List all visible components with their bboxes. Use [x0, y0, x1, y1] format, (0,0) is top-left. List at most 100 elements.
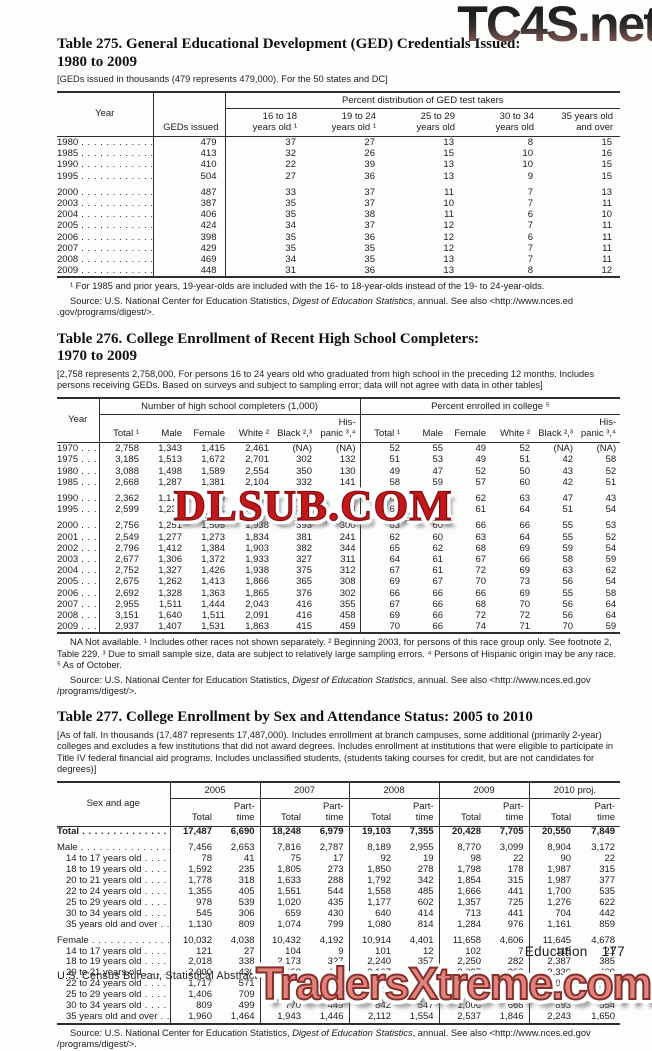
table-row: 25 to 29 years old . . . . . . . . . . .…	[57, 897, 620, 909]
cell: 1,161	[547, 919, 572, 930]
cell: 13	[601, 186, 613, 198]
cell: 8	[527, 265, 533, 277]
cell: 479	[153, 136, 226, 149]
col-header-sex-age: Sex and age	[57, 781, 171, 827]
cell: 344	[316, 542, 361, 554]
cell: 1,505	[201, 520, 225, 532]
cell: 7,705	[486, 826, 530, 839]
cell: 2,752	[115, 565, 139, 577]
row-label: 25 to 29 years old . . . . . . . . . . .…	[57, 990, 171, 1002]
cell: 39	[364, 159, 375, 171]
cell: 1,498	[158, 465, 182, 477]
table-row: 35 years old and over . . . . . . . . . …	[57, 919, 620, 931]
cell: 1,589	[201, 465, 225, 477]
watermark-dlsub: DLSUB.COM	[173, 483, 453, 530]
row-label: 1980 . . . . . . . . . . . . . . . . . .…	[57, 136, 154, 149]
cell: 315	[486, 876, 530, 887]
table277-note: [As of fall. In thousands (17,487 repres…	[57, 729, 614, 775]
cell: 57	[475, 476, 487, 488]
cell: 66	[432, 598, 444, 610]
cell: 61	[475, 504, 487, 516]
cell: 64	[605, 598, 617, 610]
cell: 11	[602, 198, 613, 210]
sub-header-parttime: Part- time	[217, 798, 261, 827]
cell: 73	[519, 576, 531, 588]
row-label: 22 to 24 years old . . . . . . . . . . .…	[57, 979, 171, 991]
cell: 2,668	[115, 476, 139, 488]
cell: 1,426	[201, 565, 225, 577]
row-label: 1995 . . . . . . . . . . . . . . . . . .…	[57, 504, 100, 516]
cell: 1,778	[188, 876, 212, 887]
cell: 1,413	[201, 576, 225, 588]
table-row: 22 to 24 years old . . . . . . . . . . .…	[57, 979, 620, 991]
cell: 1,798	[457, 865, 482, 876]
row-label: 2007 . . . . . . . . . . . . . . . . . .…	[57, 242, 154, 255]
sub-header-total: Total	[191, 811, 212, 823]
cell: 90	[560, 854, 572, 865]
cell: 59	[605, 553, 617, 565]
cell: 824	[306, 990, 350, 1002]
cell: 2,243	[547, 1011, 572, 1022]
cell: 62	[389, 504, 401, 516]
year-header-2009: 2009	[439, 781, 530, 800]
cell: 842	[375, 1001, 392, 1012]
year-header-2007: 2007	[260, 781, 350, 800]
sub-header-total: Total	[460, 811, 482, 823]
table-row: Female . . . . . . . . . . . . . . . . .…	[57, 930, 620, 947]
cell: 56	[562, 598, 574, 610]
cell: 377	[599, 876, 616, 887]
cell: 859	[599, 919, 616, 930]
row-label: 20 to 21 years old . . . . . . . . . . .…	[57, 876, 171, 887]
cell: 60	[432, 520, 444, 532]
cell: 469	[153, 254, 226, 266]
cell: 499	[217, 1001, 261, 1012]
cell: 102	[465, 946, 482, 957]
cell: 3,172	[591, 842, 616, 854]
cell: 893	[555, 1001, 572, 1012]
table276-source: Source: U.S. National Center for Educati…	[57, 674, 591, 697]
row-label: 2004 . . . . . . . . . . . . . . . . . .…	[57, 209, 154, 221]
cell: 121	[316, 487, 361, 505]
table-row: 2009 . . . . . . . . . . . . . . . . . .…	[57, 621, 620, 634]
cell: 355	[316, 598, 361, 610]
cell: 51	[389, 454, 401, 466]
cell: 66	[389, 587, 401, 599]
row-label: 30 to 34 years old . . . . . . . . . . .…	[57, 1001, 171, 1012]
col-header-black: Black ²,³	[277, 427, 312, 439]
cell: 2,677	[115, 553, 139, 565]
cell: 63	[519, 492, 531, 504]
cell: 1,276	[547, 897, 572, 908]
row-label: 30 to 34 years old . . . . . . . . . . .…	[57, 908, 171, 920]
row-label: 2006 . . . . . . . . . . . . . . . . . .…	[57, 231, 154, 243]
cell: 51	[605, 476, 617, 488]
cell: 35	[364, 254, 375, 266]
cell: 19,103	[361, 826, 392, 838]
cell: 1,943	[277, 1011, 302, 1022]
table-row: 20 to 21 years old . . . . . . . . . . .…	[57, 968, 620, 980]
cell: 2,250	[457, 957, 482, 968]
row-label: 2008 . . . . . . . . . . . . . . . . . .…	[57, 610, 100, 622]
cell: 69	[389, 610, 401, 621]
cell: 36	[364, 170, 375, 182]
cell: 55	[562, 520, 574, 532]
watermark-tradersxtreme: TradersXtreme.com	[255, 957, 652, 1010]
cell: 11	[602, 231, 613, 243]
cell: 449	[306, 1001, 350, 1012]
cell: 37	[364, 186, 375, 198]
cell: 415	[296, 621, 312, 633]
cell: 1,502	[277, 990, 302, 1001]
cell: 72	[475, 565, 487, 577]
cell: 70	[519, 598, 531, 610]
cell: 1,406	[188, 990, 212, 1001]
cell: 375	[296, 565, 312, 577]
cell: (NA)	[553, 443, 574, 455]
cell: 651	[486, 979, 530, 991]
table277-source: Source: U.S. National Center for Educati…	[57, 1027, 591, 1050]
cell: 8,189	[367, 842, 392, 854]
table-row: 2007 . . . . . . . . . . . . . . . . . .…	[57, 242, 620, 255]
cell: 1,702	[457, 990, 482, 1001]
cell: 54	[605, 542, 617, 554]
cell: 429	[153, 242, 226, 255]
cell: 331	[296, 492, 312, 504]
watermark-tc4s: TC4S.net	[457, 0, 652, 54]
